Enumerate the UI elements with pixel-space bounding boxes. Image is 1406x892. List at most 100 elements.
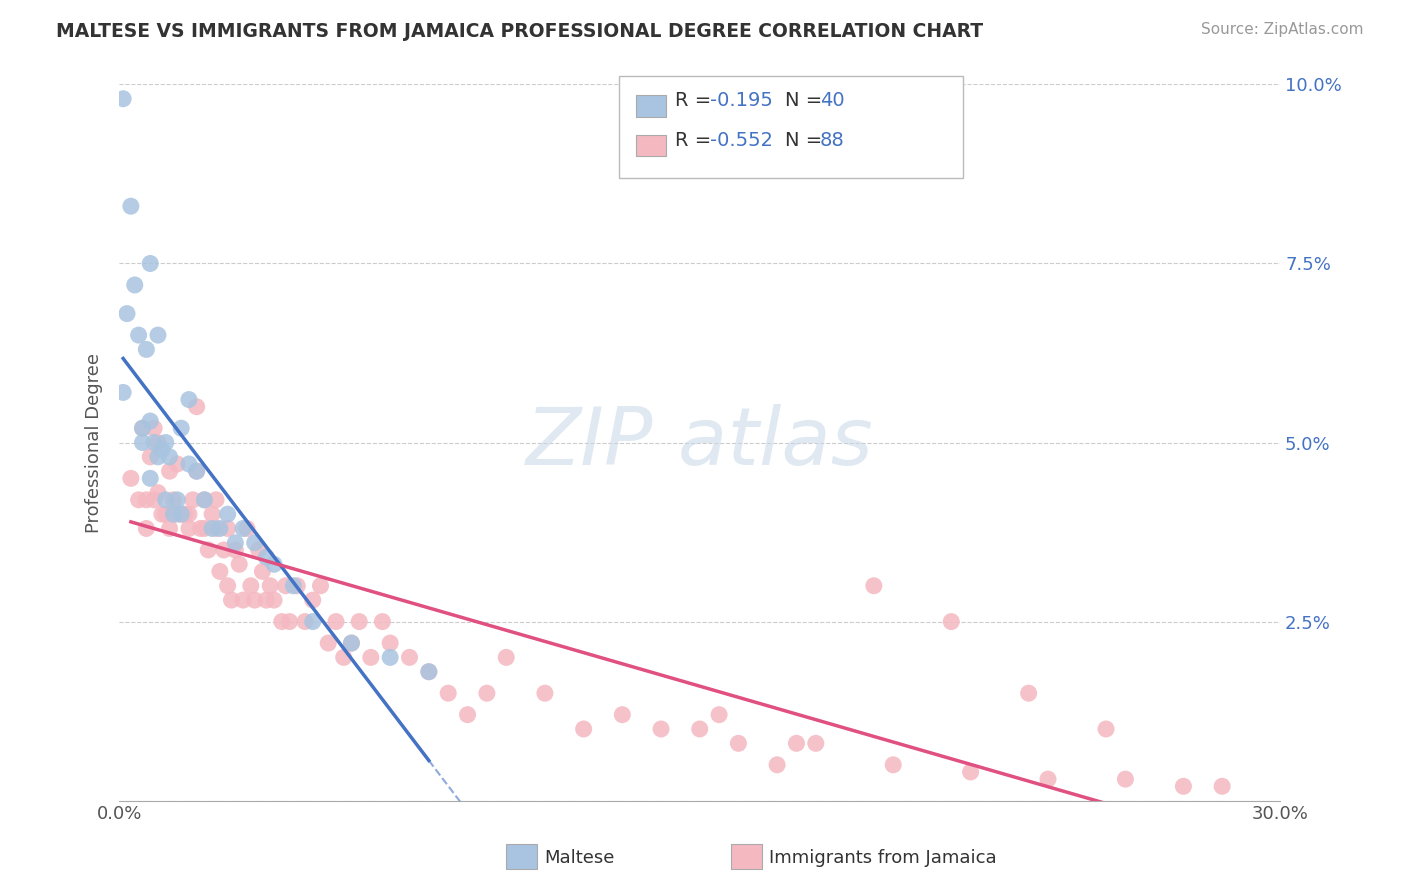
Point xyxy=(120,471,142,485)
Point xyxy=(208,565,231,579)
Point xyxy=(301,615,323,629)
Point xyxy=(221,593,243,607)
Point xyxy=(177,457,200,471)
Point xyxy=(146,435,169,450)
Point xyxy=(259,579,281,593)
Point xyxy=(197,543,219,558)
Point xyxy=(143,492,166,507)
Point xyxy=(804,736,827,750)
Point xyxy=(186,464,208,478)
Point xyxy=(243,536,266,550)
Point xyxy=(193,492,215,507)
Point xyxy=(135,521,157,535)
Point xyxy=(239,579,262,593)
Text: 40: 40 xyxy=(820,91,845,111)
Point xyxy=(378,636,401,650)
Point xyxy=(139,450,162,464)
Point xyxy=(170,421,193,435)
Text: Immigrants from Jamaica: Immigrants from Jamaica xyxy=(769,849,997,867)
Point xyxy=(360,650,382,665)
Point xyxy=(159,464,181,478)
Point xyxy=(612,707,634,722)
Point xyxy=(170,507,193,521)
Point xyxy=(170,507,193,521)
Point xyxy=(143,421,166,435)
Point xyxy=(457,707,479,722)
Point xyxy=(150,507,173,521)
Point xyxy=(131,435,153,450)
Point xyxy=(228,558,250,572)
Point xyxy=(263,593,285,607)
Point xyxy=(325,615,347,629)
Point xyxy=(1018,686,1040,700)
Point xyxy=(689,722,711,736)
Point xyxy=(707,707,730,722)
Point xyxy=(190,521,212,535)
Point xyxy=(177,507,200,521)
Point xyxy=(217,521,239,535)
Point xyxy=(205,492,228,507)
Point xyxy=(495,650,517,665)
Point xyxy=(378,650,401,665)
Text: -0.552: -0.552 xyxy=(710,130,773,150)
Point xyxy=(217,579,239,593)
Point xyxy=(224,543,246,558)
Point xyxy=(263,558,285,572)
Point xyxy=(224,536,246,550)
Text: N =: N = xyxy=(785,91,828,111)
Text: N =: N = xyxy=(785,130,828,150)
Point xyxy=(437,686,460,700)
Point xyxy=(294,615,316,629)
Point xyxy=(166,507,188,521)
Point xyxy=(193,492,215,507)
Point xyxy=(232,593,254,607)
Text: R =: R = xyxy=(675,130,717,150)
Point xyxy=(340,636,363,650)
Point xyxy=(174,507,197,521)
Point xyxy=(959,764,981,779)
Point xyxy=(135,492,157,507)
Point xyxy=(131,421,153,435)
Text: Maltese: Maltese xyxy=(544,849,614,867)
Point xyxy=(285,579,308,593)
Point xyxy=(301,593,323,607)
Point xyxy=(139,414,162,428)
Point xyxy=(135,343,157,357)
Point xyxy=(278,615,301,629)
Point xyxy=(128,328,150,343)
Point xyxy=(283,579,305,593)
Point xyxy=(208,521,231,535)
Point xyxy=(247,543,270,558)
Point xyxy=(418,665,440,679)
Point xyxy=(146,328,169,343)
Point xyxy=(181,492,204,507)
Point xyxy=(254,593,277,607)
Point xyxy=(139,471,162,485)
Point xyxy=(124,277,146,292)
Point xyxy=(162,507,184,521)
Point xyxy=(139,256,162,270)
Text: 88: 88 xyxy=(820,130,845,150)
Point xyxy=(166,492,188,507)
Point xyxy=(766,757,789,772)
Point xyxy=(316,636,339,650)
Point xyxy=(475,686,498,700)
Point xyxy=(418,665,440,679)
Point xyxy=(254,550,277,565)
Point xyxy=(347,615,370,629)
Point xyxy=(115,307,138,321)
Point xyxy=(143,435,166,450)
Point xyxy=(120,199,142,213)
Point xyxy=(217,507,239,521)
Point xyxy=(727,736,749,750)
Point xyxy=(146,485,169,500)
Point xyxy=(159,521,181,535)
Point xyxy=(1036,772,1059,786)
Point xyxy=(193,521,215,535)
Point xyxy=(186,464,208,478)
Point xyxy=(166,457,188,471)
Point xyxy=(1095,722,1118,736)
Point xyxy=(162,492,184,507)
Point xyxy=(1173,779,1195,793)
Point xyxy=(270,615,292,629)
